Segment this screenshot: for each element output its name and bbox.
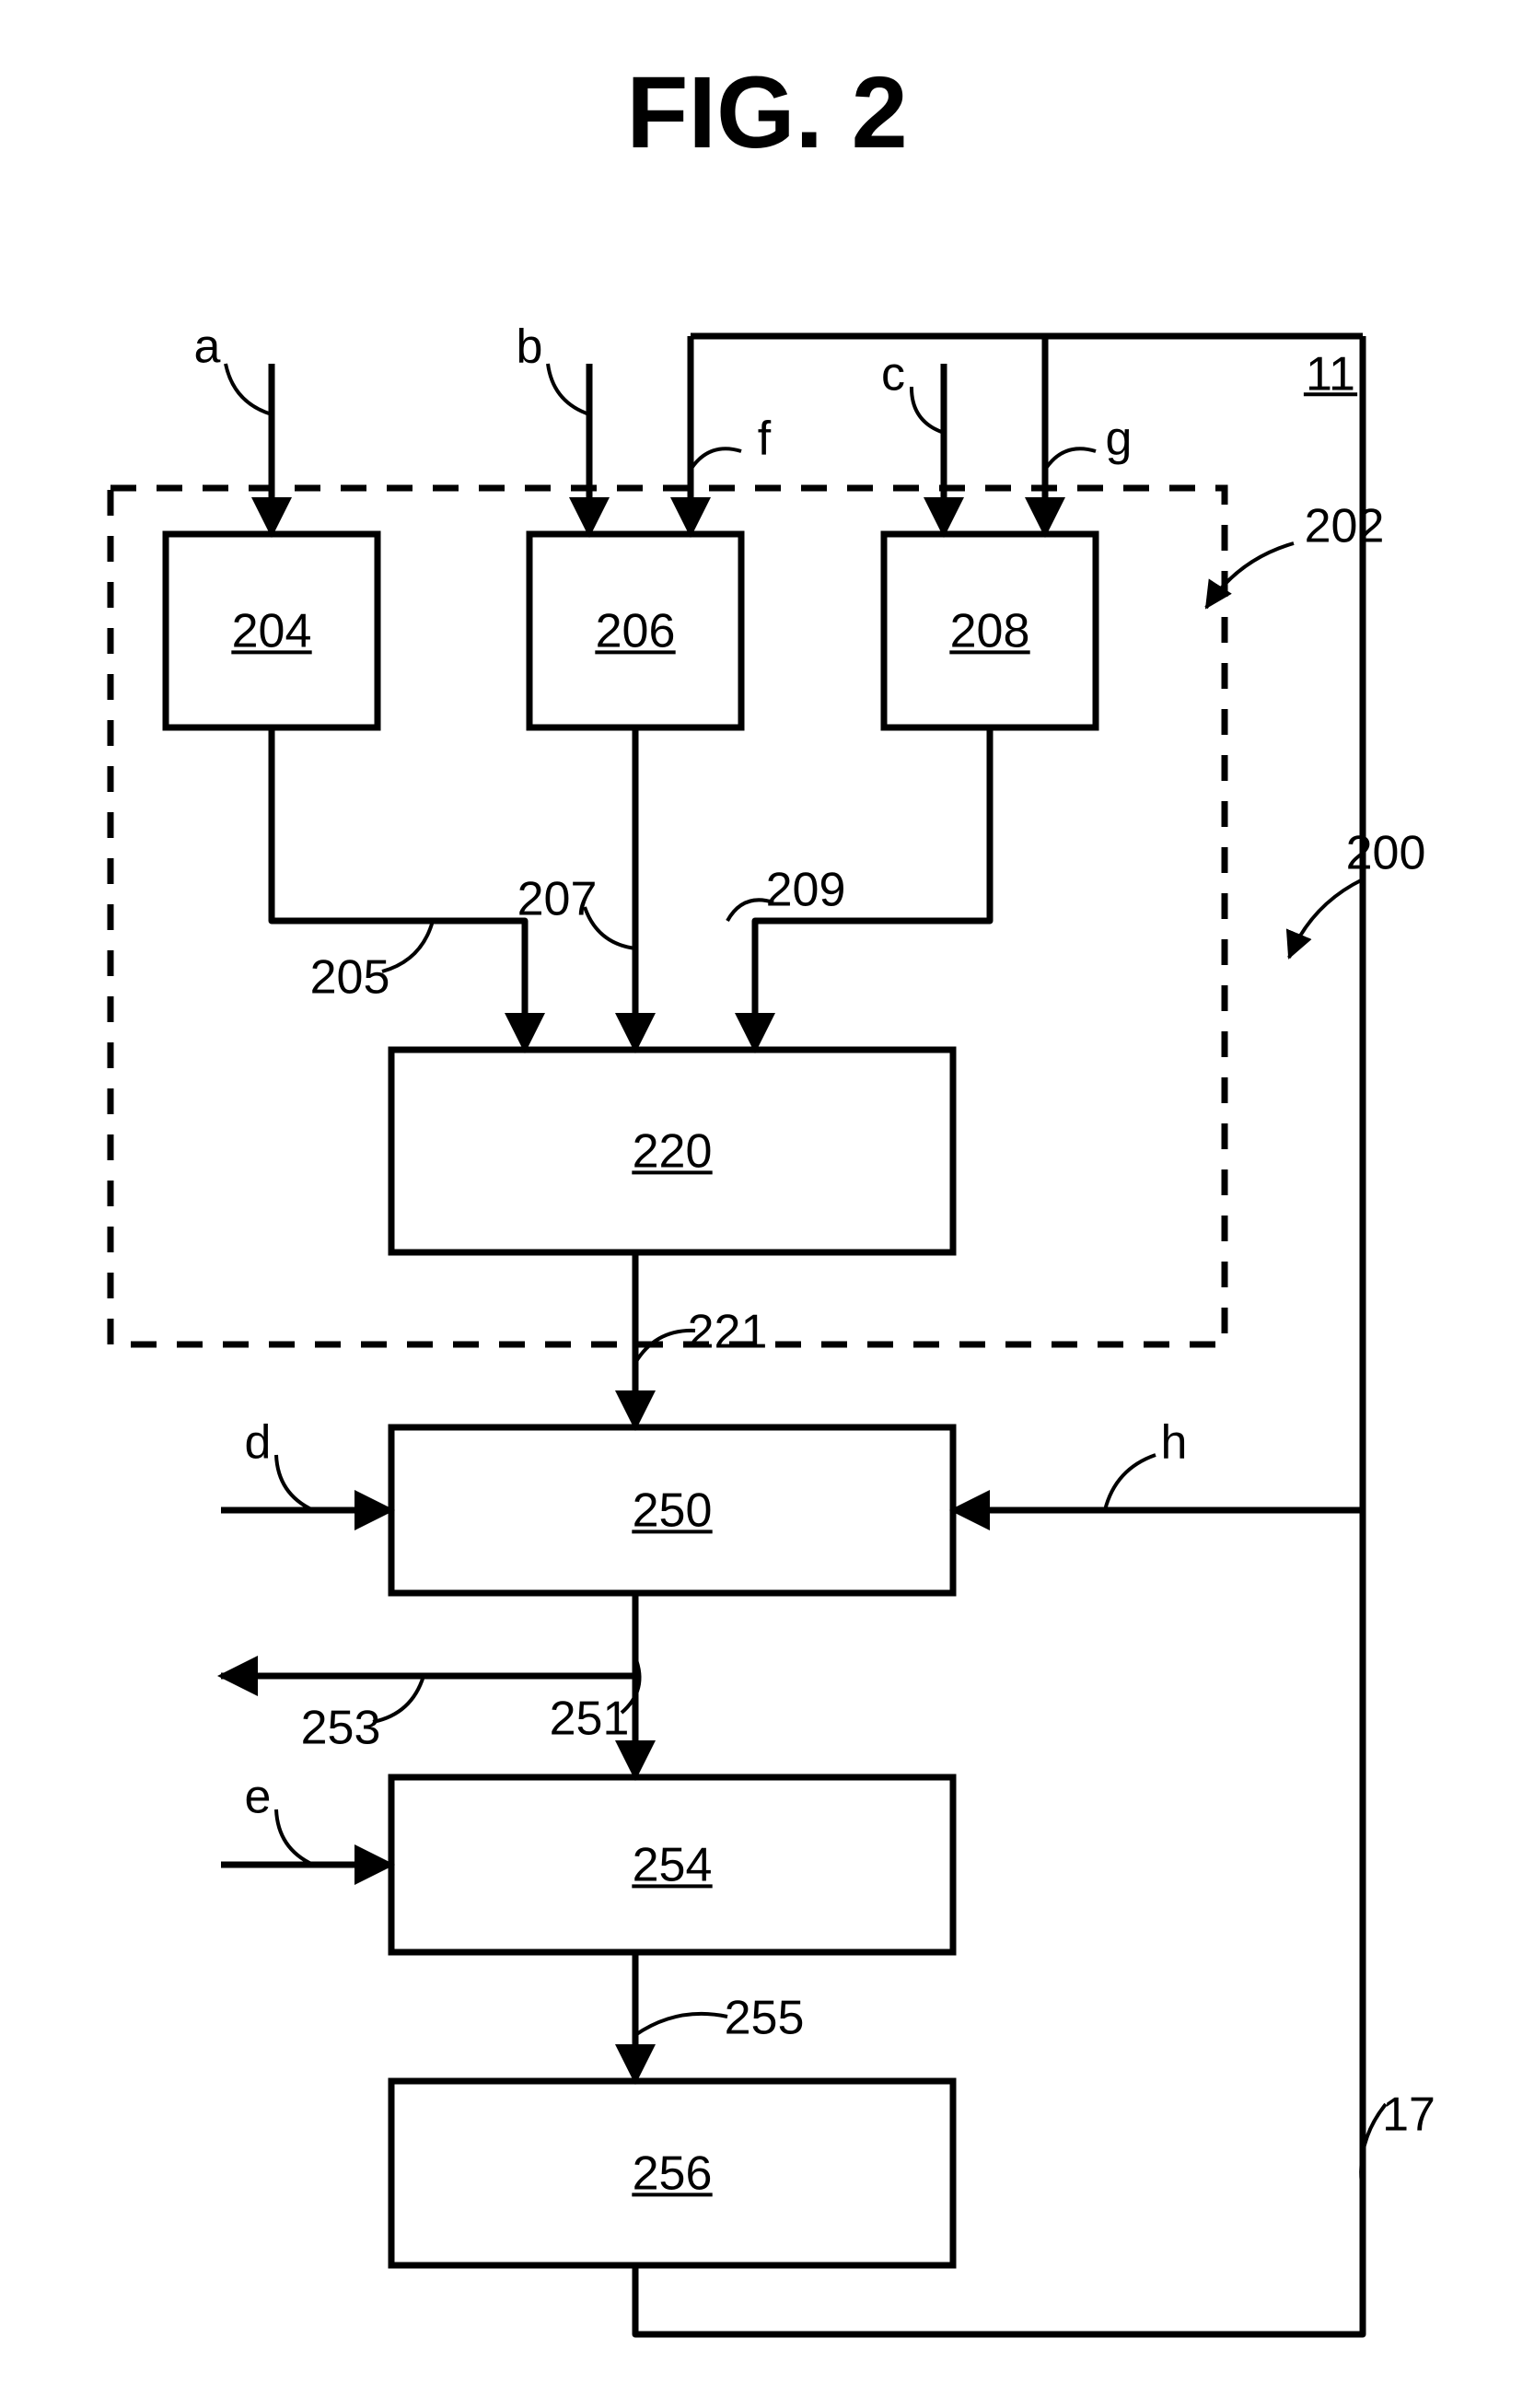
leader-line: [1206, 543, 1294, 608]
label-g: g: [1106, 413, 1133, 466]
leader-line: [1045, 448, 1096, 470]
label-d: d: [245, 1416, 272, 1470]
diagram-svg: FIG. 2204206208220250254256abcfgdhe11202…: [0, 0, 1534, 2408]
label-202: 202: [1305, 500, 1385, 553]
label-h: h: [1161, 1416, 1188, 1470]
label-255: 255: [725, 1992, 805, 2045]
label-f: f: [758, 413, 772, 466]
figure-title: FIG. 2: [626, 56, 908, 169]
leader-line: [226, 364, 272, 414]
label-205: 205: [310, 951, 390, 1005]
leader-line: [635, 2014, 727, 2035]
label-207: 207: [517, 873, 598, 926]
node-label-204: 204: [232, 605, 312, 658]
leader-line: [691, 448, 741, 470]
leader-line: [1105, 1455, 1156, 1510]
node-label-206: 206: [596, 605, 676, 658]
node-label-256: 256: [633, 2147, 713, 2201]
label-200: 200: [1346, 827, 1426, 880]
leader-line: [548, 364, 589, 414]
figure-container: { "title": "FIG. 2", "title_fontsize": 1…: [0, 0, 1534, 2408]
leader-line: [276, 1455, 313, 1510]
leader-line: [276, 1809, 313, 1865]
label-221: 221: [688, 1306, 768, 1359]
label-253: 253: [301, 1702, 381, 1755]
label-209: 209: [766, 864, 846, 917]
leader-line: [912, 387, 944, 433]
label-e: e: [245, 1771, 272, 1824]
label-251: 251: [550, 1693, 630, 1746]
label-a: a: [194, 320, 221, 374]
node-label-254: 254: [633, 1839, 713, 1892]
node-label-250: 250: [633, 1484, 713, 1538]
node-label-208: 208: [950, 605, 1030, 658]
leader-line: [1289, 879, 1363, 958]
label-c: c: [881, 348, 905, 401]
label-b: b: [517, 320, 543, 374]
node-label-220: 220: [633, 1125, 713, 1179]
label-17: 17: [1382, 2088, 1435, 2142]
